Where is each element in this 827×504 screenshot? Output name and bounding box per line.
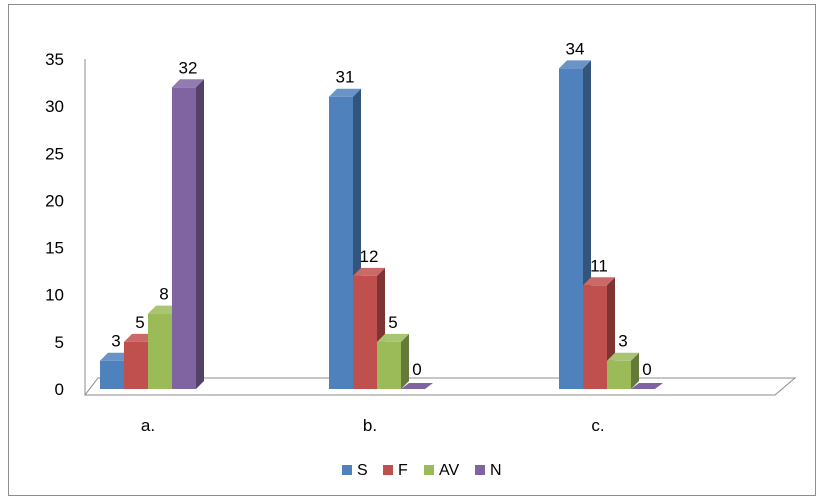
legend-item: S [342, 462, 368, 479]
data-label: 12 [360, 247, 379, 266]
legend-item: AV [424, 462, 459, 479]
bar-top [559, 60, 591, 69]
data-label: 32 [179, 58, 198, 77]
data-label: 5 [388, 313, 397, 332]
bar-front [124, 341, 148, 389]
data-label: 34 [566, 39, 585, 58]
legend-swatch [475, 465, 485, 475]
bar-side [401, 333, 409, 389]
x-category-label: c. [591, 416, 604, 435]
y-tick-label: 10 [45, 286, 64, 305]
y-tick-label: 5 [55, 333, 64, 352]
bar-front [353, 275, 377, 389]
legend-label: AV [439, 462, 459, 479]
x-category-label: b. [363, 416, 377, 435]
legend-label: S [357, 462, 368, 479]
bar-front [172, 87, 196, 390]
bar-side [631, 352, 639, 389]
bar-front [148, 313, 172, 389]
legend-item: N [475, 462, 502, 479]
bar-top [607, 352, 639, 361]
chart-frame [8, 4, 816, 496]
data-label: 3 [618, 332, 627, 351]
bar-top [377, 333, 409, 342]
legend-swatch [342, 465, 352, 475]
legend-label: N [490, 462, 502, 479]
legend-label: F [398, 462, 408, 479]
data-label: 0 [642, 360, 651, 379]
y-axis-ticks: 0 5 10 15 20 25 30 35 [45, 50, 64, 399]
data-label: 11 [590, 256, 608, 275]
bar-front [377, 341, 401, 389]
bar [607, 352, 639, 389]
bar [329, 88, 361, 389]
bar-side [196, 79, 204, 390]
bar-top [583, 277, 615, 286]
bar [401, 383, 433, 389]
data-label: 0 [412, 360, 421, 379]
y-tick-label: 25 [45, 144, 64, 163]
bar [377, 333, 409, 389]
data-label: 31 [336, 68, 355, 87]
bar-front [583, 285, 607, 389]
bar-front [607, 360, 631, 389]
data-label: 3 [111, 332, 120, 351]
y-tick-label: 30 [45, 97, 64, 116]
legend-swatch [424, 465, 434, 475]
chart-bars [100, 60, 663, 390]
bar-front [329, 96, 353, 389]
bar [172, 79, 204, 390]
y-tick-label: 35 [45, 50, 64, 69]
bar [559, 60, 591, 390]
y-tick-label: 0 [55, 380, 64, 399]
bar-top [401, 383, 433, 389]
bar-top [353, 267, 385, 276]
bar-top [329, 88, 361, 97]
legend-swatch [383, 465, 393, 475]
legend-item: F [383, 462, 408, 479]
bar-top [172, 79, 204, 88]
data-label: 8 [159, 285, 168, 304]
data-label: 5 [135, 313, 144, 332]
bar-top [631, 383, 663, 389]
chart-legend: S F AV N [342, 462, 502, 479]
x-category-label: a. [141, 416, 155, 435]
y-tick-label: 15 [45, 239, 64, 258]
y-tick-label: 20 [45, 191, 64, 210]
bar-front [559, 68, 583, 389]
bar-front [100, 360, 124, 389]
x-axis-categories: a. b. c. [141, 416, 605, 435]
bar [631, 383, 663, 389]
